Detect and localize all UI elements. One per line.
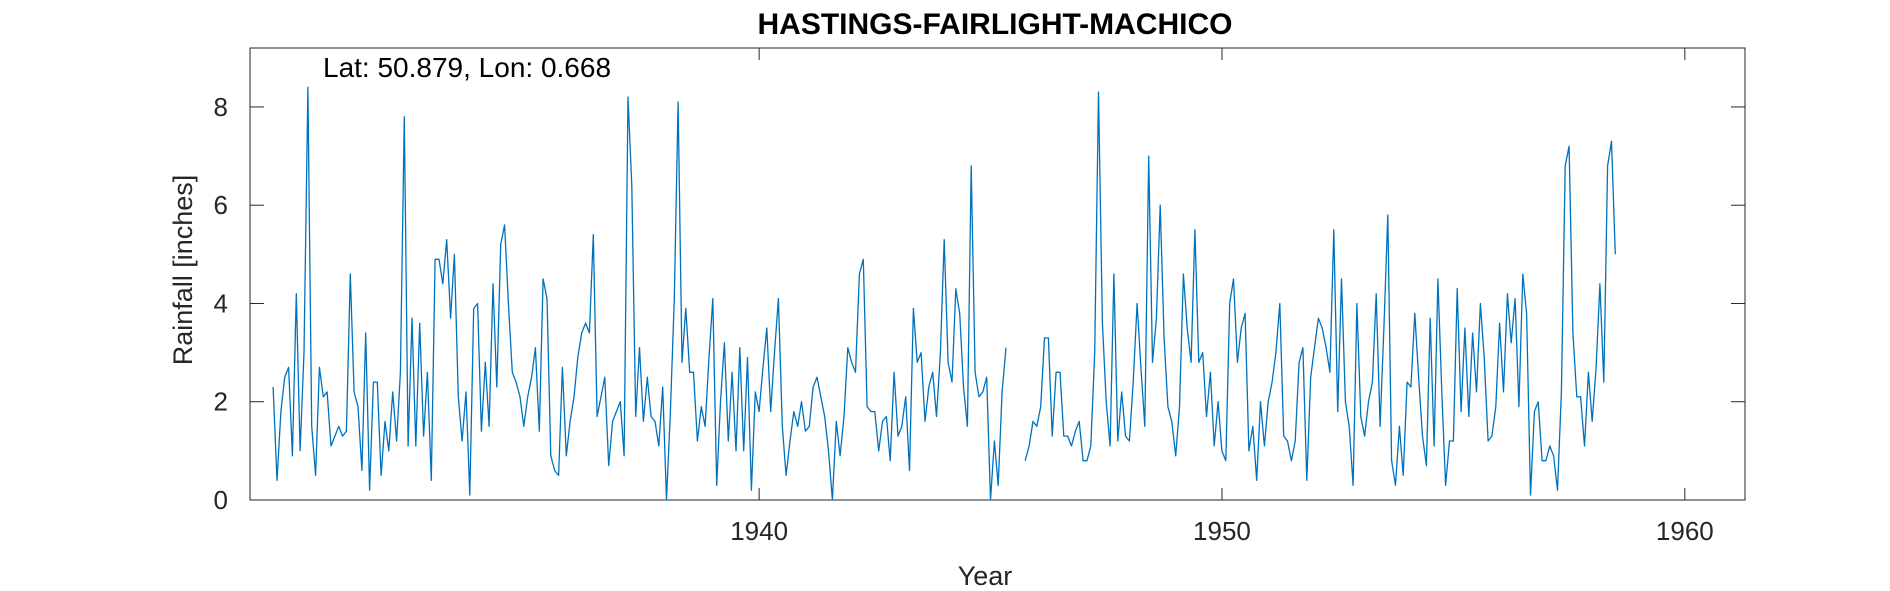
y-tick-label: 2 <box>214 387 228 417</box>
x-tick-label: 1960 <box>1656 516 1714 546</box>
y-axis-label: Rainfall [inches] <box>168 175 198 366</box>
x-axis-label: Year <box>958 561 1013 591</box>
y-tick-label: 4 <box>214 288 228 318</box>
chart-title: HASTINGS-FAIRLIGHT-MACHICO <box>758 8 1233 41</box>
y-tick-label: 0 <box>214 485 228 515</box>
y-axis: 0 2 4 6 8 <box>214 92 1745 515</box>
x-axis: 1940 1950 1960 <box>730 48 1714 546</box>
x-tick-label: 1940 <box>730 516 788 546</box>
rainfall-series-line <box>272 86 1616 501</box>
location-annotation: Lat: 50.879, Lon: 0.668 <box>323 52 611 83</box>
plot-area <box>249 47 1746 501</box>
x-tick-label: 1950 <box>1193 516 1251 546</box>
y-tick-label: 8 <box>214 92 228 122</box>
y-tick-label: 6 <box>214 190 228 220</box>
